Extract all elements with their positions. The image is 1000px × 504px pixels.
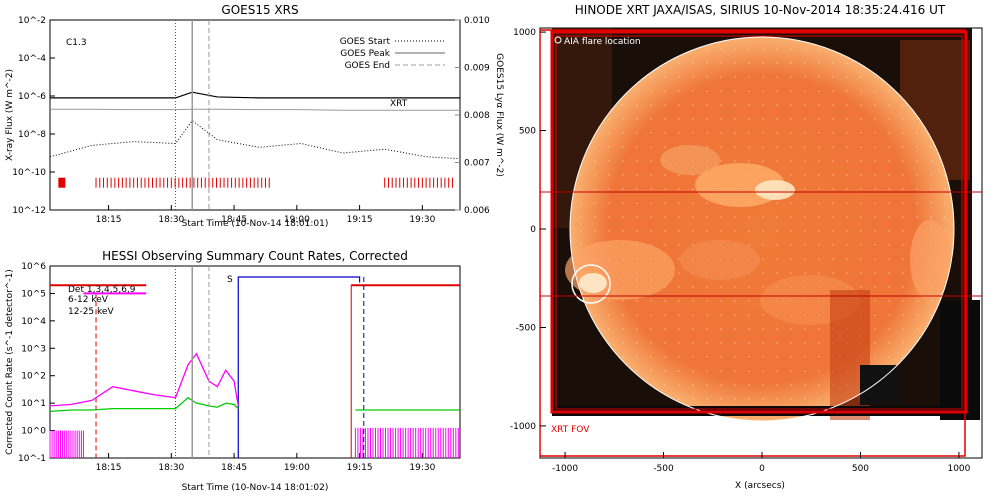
xrt-image [540, 28, 982, 457]
hessi-legend-12-25: 12-25 keV [68, 307, 114, 317]
goes-series [49, 91, 461, 160]
hessi-panel: HESSI Observing Summary Count Rates, Cor… [5, 249, 461, 493]
hessi-legend-6-12: 6-12 keV [68, 295, 109, 305]
goes-y-axis: 10^-2 10^-4 10^-6 10^-8 10^-10 10^-12 [12, 16, 55, 216]
hessi-saa-bar [237, 276, 361, 458]
goes-legend-start: GOES Start [340, 37, 391, 47]
hessi-plot-frame [49, 265, 461, 459]
goes-ytick-label: 10^-8 [18, 130, 46, 140]
goes-event-lines [175, 20, 210, 210]
xrt-title: HINODE XRT JAXA/ISAS, SIRIUS 10-Nov-2014… [575, 3, 946, 17]
hessi-xtick-label: 19:30 [409, 463, 435, 473]
hessi-series-line-1 [49, 396, 239, 413]
hessi-mode-bars [49, 276, 460, 458]
xrt-legend-aia: AIA flare location [564, 37, 641, 47]
goes-obs-block [58, 177, 66, 188]
hessi-series [49, 352, 460, 413]
goes-xtick-label: 18:30 [158, 215, 184, 225]
goes-ylabel-right: GOES15 Lyα Flux (W m^-2) [494, 53, 504, 177]
goes-legend-peak: GOES Peak [340, 49, 390, 59]
hessi-ylabel: Corrected Count Rate (s^-1 detector^-1) [5, 269, 15, 455]
xrt-ytick-label: 1000 [513, 28, 536, 38]
hessi-title: HESSI Observing Summary Count Rates, Cor… [102, 249, 408, 263]
goes-ylabel: X-ray Flux (W m^-2) [5, 69, 15, 161]
hessi-series-line-0 [49, 352, 239, 407]
hessi-y-axis: 10^6 10^5 10^4 10^3 10^2 10^1 10^0 10^-1 [18, 262, 55, 464]
xrt-panel: HINODE XRT JAXA/ISAS, SIRIUS 10-Nov-2014… [510, 3, 983, 491]
xrt-y-axis: 1000 500 0 -500 -1000 [510, 28, 546, 432]
goes-x-axis: 18:15 18:30 18:45 19:00 19:15 19:30 [96, 205, 436, 225]
hessi-ytick-label: 10^3 [21, 344, 46, 354]
goes-ytick-right-label: 0.010 [464, 16, 490, 26]
xrt-fov-label: XRT FOV [551, 425, 590, 435]
hessi-ytick-label: 10^1 [21, 399, 46, 409]
xrt-xtick-label: 0 [759, 464, 765, 474]
aia-flare-circle [571, 264, 611, 304]
goes-ytick-right-label: 0.009 [464, 64, 490, 74]
goes-ytick-label: 10^-2 [18, 16, 46, 26]
goes-title: GOES15 XRS [221, 3, 298, 17]
hessi-xtick-label: 18:30 [158, 463, 184, 473]
goes-panel: GOES15 XRS 10^-210^-410^-610^-810^-1010^… [5, 3, 504, 229]
goes-xtick-label: 19:00 [284, 215, 310, 225]
xrt-x-axis: -1000 -500 0 500 1000 [552, 452, 971, 474]
goes-xtick-label: 18:45 [221, 215, 247, 225]
goes-xtick-label: 19:30 [409, 215, 435, 225]
goes-ytick-label: 10^-12 [12, 206, 46, 216]
xrt-xtick-label: -1000 [552, 464, 578, 474]
xrt-xlabel: X (arcsecs) [735, 481, 785, 491]
hessi-legend-det: Det 1,3,4,5,6,9 [68, 285, 136, 295]
goes-ytick-label: 10^-10 [12, 168, 46, 178]
goes-xtick-label: 18:15 [96, 215, 122, 225]
hessi-xlabel: Start Time (10-Nov-14 18:01:02) [182, 483, 329, 493]
hessi-xtick-label: 19:15 [347, 463, 373, 473]
hessi-ytick-label: 10^5 [21, 289, 46, 299]
goes-xlabel: Start Time (10-Nov-14 18:01:01) [182, 219, 329, 229]
goes-xrt-observation-bars [58, 177, 453, 188]
hessi-s-label: S [227, 275, 233, 285]
goes-series-line-1 [50, 108, 460, 111]
goes-ytick-label: 10^-4 [18, 54, 46, 64]
hessi-xtick-label: 18:15 [96, 463, 122, 473]
xrt-xtick-label: 500 [852, 464, 869, 474]
hessi-ytick-label: 10^0 [21, 427, 46, 437]
goes-ytick-label: 10^-6 [18, 92, 46, 102]
hessi-ytick-label: 10^2 [21, 372, 46, 382]
xrt-ytick-label: -1000 [510, 422, 536, 432]
xrt-ytick-label: 0 [530, 225, 536, 235]
goes-ytick-right-label: 0.006 [464, 206, 490, 216]
goes-ytick-right-label: 0.007 [464, 159, 490, 169]
hessi-ytick-label: 10^-1 [18, 454, 46, 464]
hessi-event-lines [175, 266, 210, 458]
xrt-xtick-label: -500 [653, 464, 674, 474]
hessi-xtick-label: 19:00 [284, 463, 310, 473]
goes-xrt-label: XRT [390, 99, 408, 109]
goes-class-label: C1.3 [66, 38, 87, 48]
goes-legend-end: GOES End [345, 61, 390, 71]
xrt-fov-box [550, 30, 968, 414]
hessi-ytick-label: 10^6 [21, 262, 46, 272]
xrt-xtick-label: 1000 [947, 464, 970, 474]
xrt-ytick-label: 500 [519, 127, 536, 137]
hessi-xtick-label: 18:45 [221, 463, 247, 473]
hessi-ytick-label: 10^4 [21, 317, 46, 327]
goes-y-axis-right: 0.010 0.009 0.008 0.007 0.006 [455, 16, 490, 216]
goes-xtick-label: 19:15 [347, 215, 373, 225]
xrt-ytick-label: -500 [516, 323, 537, 333]
aia-legend-icon [554, 36, 562, 44]
goes-series-line-2 [49, 119, 461, 160]
goes-ytick-right-label: 0.008 [464, 111, 490, 121]
goes-legend: GOES Start GOES Peak GOES End [340, 37, 445, 71]
goes-series-line-0 [50, 91, 460, 99]
hessi-x-axis: 18:15 18:30 18:45 19:00 19:15 19:30 [96, 453, 436, 473]
solar-limb [569, 36, 955, 422]
